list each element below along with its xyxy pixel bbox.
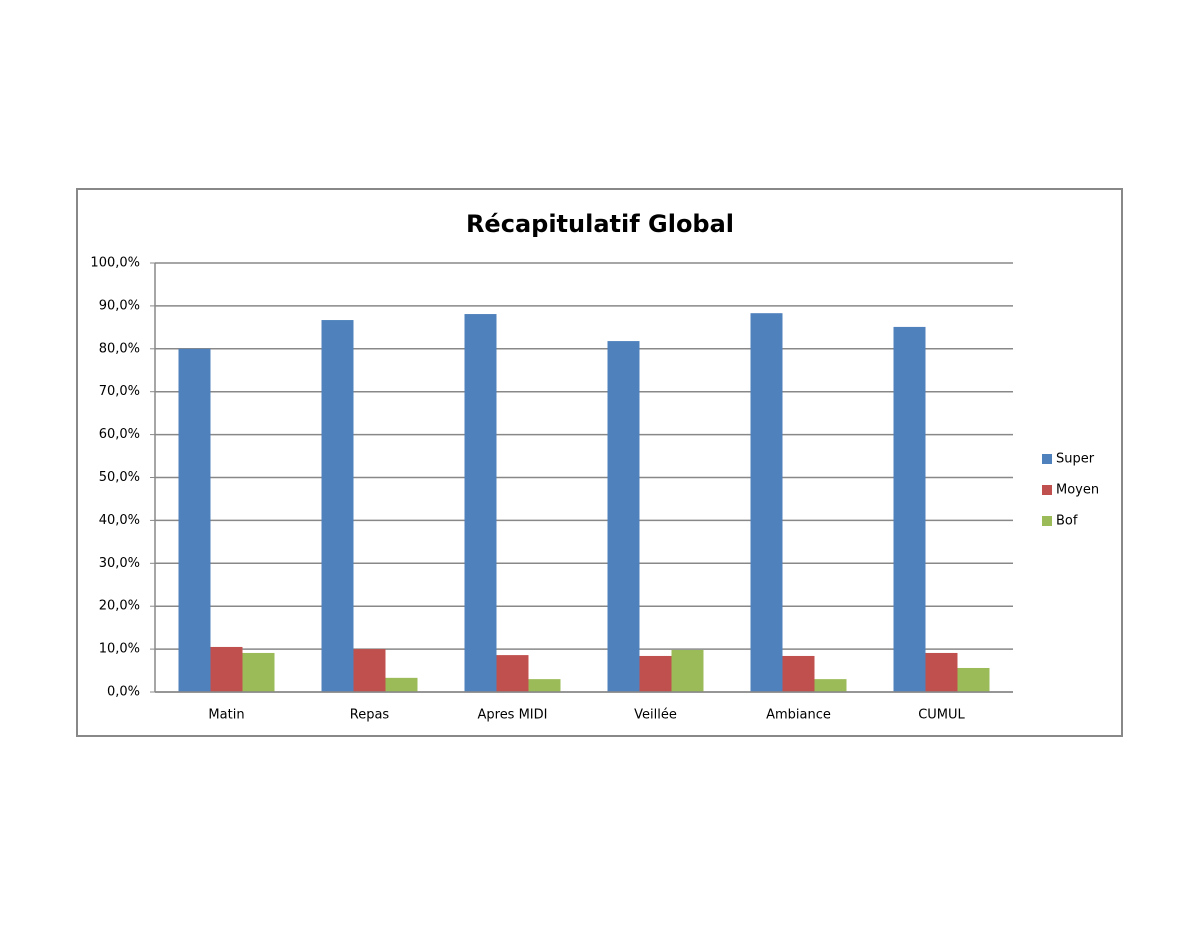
y-tick-label: 90,0% (99, 298, 140, 313)
bar (607, 341, 640, 692)
x-tick-label: Ambiance (766, 708, 831, 723)
bar (639, 655, 672, 692)
bar (782, 655, 815, 692)
x-tick-label: Veillée (634, 708, 677, 723)
bar (893, 326, 926, 692)
bar (496, 655, 529, 692)
bar (957, 667, 990, 692)
bar (178, 348, 211, 692)
legend-swatch (1042, 454, 1052, 464)
legend-label: Super (1056, 452, 1095, 467)
x-tick-label: CUMUL (918, 708, 965, 723)
y-tick-label: 30,0% (99, 556, 140, 571)
legend-label: Moyen (1056, 483, 1099, 498)
y-tick-label: 40,0% (99, 513, 140, 528)
y-tick-label: 10,0% (99, 642, 140, 657)
bar (321, 320, 354, 692)
x-tick-label: Repas (350, 708, 390, 723)
bar (814, 679, 847, 692)
x-tick-label: Matin (208, 708, 244, 723)
bar (242, 652, 275, 692)
y-tick-label: 70,0% (99, 384, 140, 399)
y-tick-label: 60,0% (99, 427, 140, 442)
x-tick-label: Apres MIDI (477, 708, 547, 723)
y-tick-label: 80,0% (99, 341, 140, 356)
bar (464, 314, 497, 692)
bar (353, 649, 386, 692)
chart-frame (76, 188, 1123, 737)
bar (671, 649, 704, 692)
bar (385, 677, 418, 692)
legend-swatch (1042, 516, 1052, 526)
legend-swatch (1042, 485, 1052, 495)
bar (925, 652, 958, 692)
y-tick-label: 0,0% (107, 685, 140, 700)
y-tick-label: 100,0% (90, 256, 140, 271)
y-tick-label: 50,0% (99, 470, 140, 485)
legend-label: Bof (1056, 514, 1078, 529)
bar (210, 646, 243, 692)
bar (528, 679, 561, 692)
y-tick-label: 20,0% (99, 599, 140, 614)
bar (750, 313, 783, 692)
chart-title: Récapitulatif Global (466, 210, 734, 238)
